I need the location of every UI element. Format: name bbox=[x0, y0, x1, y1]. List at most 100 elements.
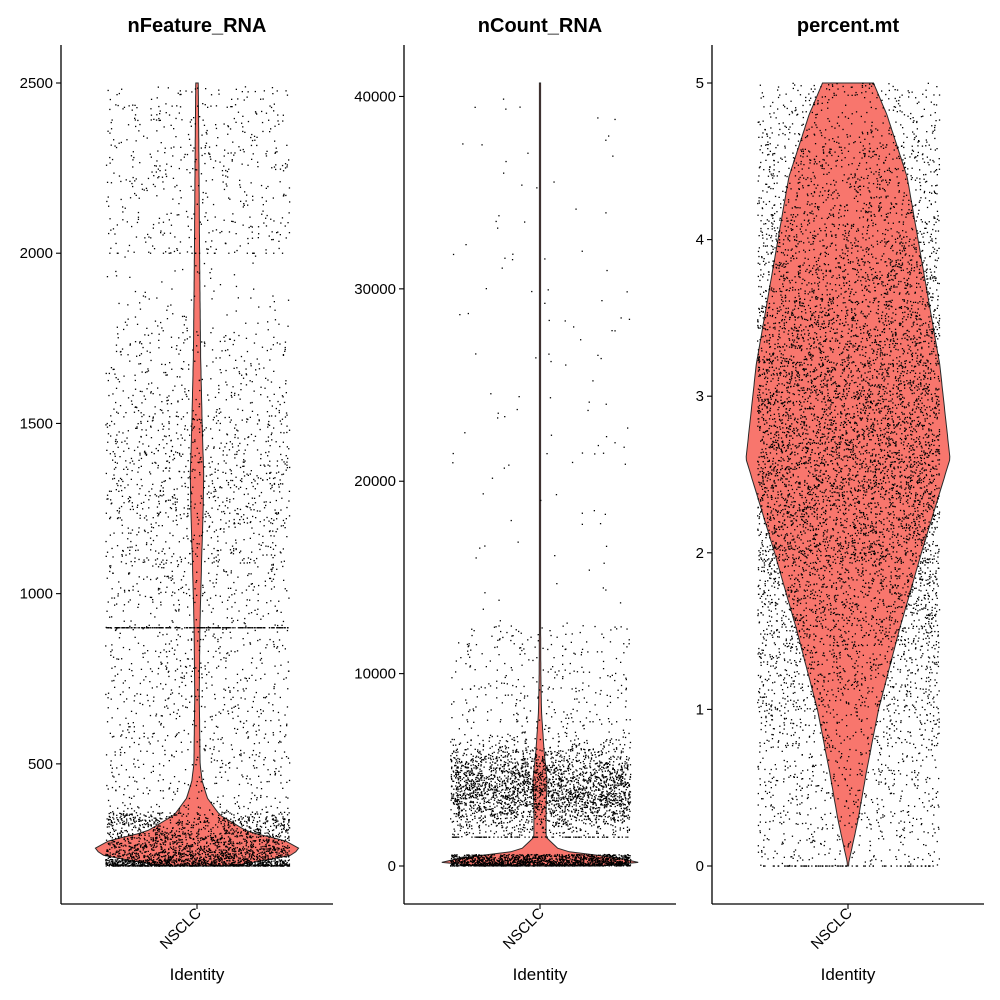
data-point bbox=[134, 816, 136, 818]
data-point bbox=[131, 460, 134, 462]
data-point bbox=[118, 862, 120, 864]
data-point bbox=[226, 433, 228, 435]
data-point bbox=[274, 624, 276, 626]
data-point bbox=[108, 627, 110, 629]
data-point bbox=[287, 670, 290, 672]
data-point bbox=[254, 864, 256, 866]
data-point bbox=[207, 627, 209, 629]
data-point bbox=[116, 434, 118, 436]
data-point bbox=[233, 824, 235, 826]
data-point bbox=[174, 497, 176, 499]
data-point bbox=[260, 386, 262, 388]
data-point bbox=[200, 638, 202, 641]
data-point bbox=[166, 705, 168, 707]
data-point bbox=[175, 510, 177, 512]
data-point bbox=[186, 330, 188, 332]
data-point bbox=[175, 507, 177, 509]
data-point bbox=[222, 628, 224, 630]
data-point bbox=[170, 815, 173, 817]
data-point bbox=[170, 847, 173, 849]
data-point bbox=[234, 601, 236, 604]
data-point bbox=[214, 856, 216, 858]
data-point bbox=[246, 599, 248, 601]
data-point bbox=[188, 398, 190, 400]
data-point bbox=[217, 535, 219, 538]
data-point bbox=[165, 627, 167, 629]
data-point bbox=[234, 851, 236, 853]
data-point bbox=[272, 835, 274, 837]
data-point bbox=[158, 339, 160, 341]
data-point bbox=[139, 824, 141, 826]
data-point bbox=[114, 461, 116, 463]
data-point bbox=[157, 853, 159, 856]
data-point bbox=[170, 562, 172, 564]
data-point bbox=[238, 857, 240, 859]
data-point bbox=[180, 561, 182, 563]
data-point bbox=[192, 845, 194, 847]
data-point bbox=[270, 568, 272, 571]
data-point bbox=[143, 645, 145, 647]
data-point bbox=[196, 699, 198, 701]
data-point bbox=[197, 864, 199, 866]
data-point bbox=[181, 850, 183, 852]
data-point bbox=[178, 823, 181, 825]
data-point bbox=[107, 850, 109, 853]
data-point bbox=[253, 627, 256, 629]
data-point bbox=[146, 576, 148, 578]
data-point bbox=[217, 821, 220, 823]
data-point bbox=[276, 819, 278, 821]
data-point bbox=[246, 848, 248, 850]
data-point bbox=[215, 556, 217, 558]
data-point bbox=[183, 324, 185, 326]
data-point bbox=[190, 855, 192, 858]
data-point bbox=[195, 823, 197, 826]
data-point bbox=[287, 688, 289, 690]
data-point bbox=[278, 486, 280, 488]
data-point bbox=[159, 862, 162, 864]
data-point bbox=[225, 627, 227, 629]
data-point bbox=[237, 513, 239, 515]
data-point bbox=[133, 810, 136, 812]
data-point bbox=[157, 865, 160, 867]
data-point bbox=[260, 544, 262, 546]
data-point bbox=[275, 826, 278, 828]
data-point bbox=[140, 502, 143, 504]
data-point bbox=[210, 830, 212, 832]
data-point bbox=[112, 572, 114, 574]
data-point bbox=[209, 843, 212, 845]
data-point bbox=[140, 863, 142, 865]
data-point bbox=[184, 428, 186, 430]
data-point bbox=[150, 814, 152, 816]
data-point bbox=[262, 835, 265, 837]
data-point bbox=[115, 466, 117, 469]
data-point bbox=[156, 845, 158, 847]
data-point bbox=[236, 836, 239, 838]
data-point bbox=[108, 860, 110, 862]
data-point bbox=[197, 839, 199, 842]
data-point bbox=[212, 827, 214, 829]
data-point bbox=[193, 842, 196, 844]
data-point bbox=[128, 857, 131, 859]
data-point bbox=[252, 765, 255, 767]
data-point bbox=[193, 534, 195, 536]
data-point bbox=[154, 853, 156, 855]
data-point bbox=[170, 579, 172, 581]
data-point bbox=[281, 839, 283, 842]
data-point bbox=[111, 736, 114, 738]
data-point bbox=[176, 411, 178, 413]
data-point bbox=[146, 350, 148, 352]
data-point bbox=[170, 864, 172, 866]
data-point bbox=[203, 857, 205, 859]
data-point bbox=[253, 840, 255, 842]
data-point bbox=[253, 767, 256, 769]
data-point bbox=[123, 788, 126, 790]
data-point bbox=[224, 865, 226, 867]
data-point bbox=[260, 394, 262, 396]
data-point bbox=[185, 858, 187, 861]
data-point bbox=[147, 850, 149, 852]
data-point bbox=[231, 828, 233, 830]
data-point bbox=[115, 344, 118, 346]
data-point bbox=[288, 500, 290, 502]
data-point bbox=[106, 784, 108, 787]
data-point bbox=[131, 837, 133, 839]
